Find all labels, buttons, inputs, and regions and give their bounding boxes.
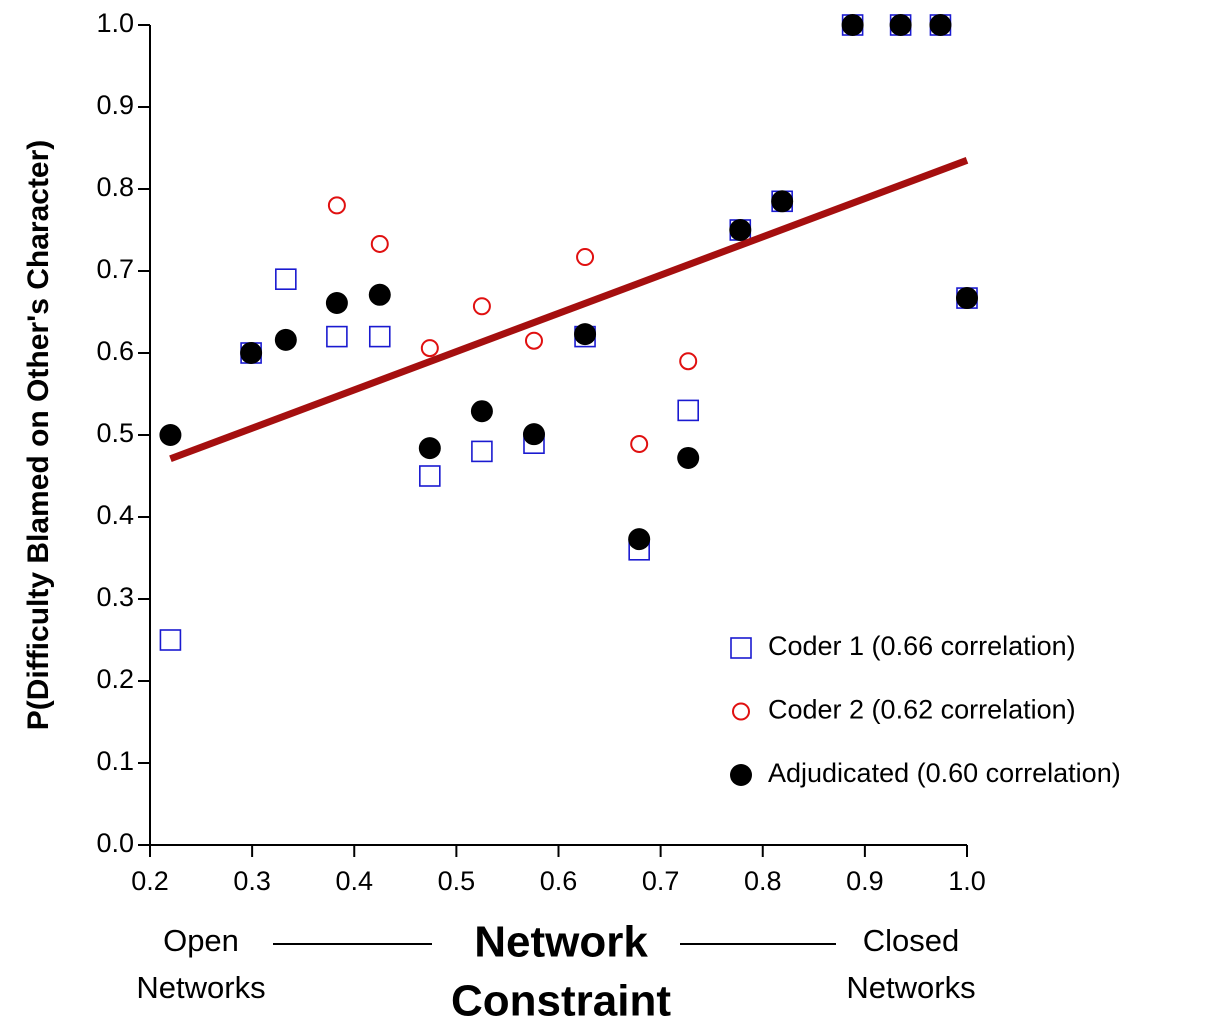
y-axis-label: P(Difficulty Blamed on Other's Character… [22,140,55,731]
point [956,287,978,310]
point [677,399,699,422]
point [420,339,439,358]
point [326,325,348,348]
point [574,323,597,346]
point [630,435,649,454]
point [159,424,182,446]
point [418,437,441,460]
point [522,423,545,446]
point [889,14,912,36]
y-tick-label: 0.3 [96,582,134,612]
legend-marker [732,702,750,721]
x-tick-label: 0.8 [744,866,782,896]
point [471,440,493,463]
point [729,219,752,241]
x-axis-label: Constraint [451,977,671,1026]
point [370,234,389,253]
x-axis-label: Network [474,918,648,967]
legend-marker [730,637,752,659]
x-tick-label: 0.5 [438,866,476,896]
y-tick-label: 1.0 [96,8,134,38]
point [841,14,864,36]
point [628,528,651,551]
legend-label: Adjudicated (0.60 correlation) [768,758,1121,788]
legend-label: Coder 2 (0.62 correlation) [768,695,1076,725]
point [929,14,952,36]
x-tick-label: 0.9 [846,866,884,896]
legend-label: Coder 1 (0.66 correlation) [768,631,1076,661]
point [368,325,391,348]
point [472,297,491,316]
y-tick-label: 0.9 [96,90,134,120]
y-tick-label: 0.7 [96,254,134,284]
point [771,190,794,213]
point [368,283,391,306]
closed-label: Networks [846,970,975,1005]
point [274,328,297,351]
point [679,352,698,371]
y-tick-label: 0.5 [96,418,134,448]
point [240,342,263,364]
x-tick-label: 0.7 [642,866,680,896]
point [419,465,441,487]
point [576,248,595,267]
y-tick-label: 0.1 [96,746,134,776]
point [677,446,700,469]
x-tick-label: 0.4 [335,866,373,896]
x-tick-label: 0.6 [540,866,578,896]
x-tick-label: 0.2 [131,866,169,896]
point [524,331,543,350]
point [327,196,346,215]
y-tick-label: 0.6 [96,336,134,366]
point [159,629,182,651]
closed-label: Closed [863,923,960,958]
x-tick-label: 1.0 [948,866,986,896]
x-tick-label: 0.3 [233,866,271,896]
open-label: Networks [136,970,265,1005]
point [275,268,297,291]
open-label: Open [163,923,239,958]
y-tick-label: 0.4 [96,500,134,530]
fit-line [169,157,969,463]
point [470,400,493,423]
legend-marker [730,764,752,786]
y-tick-label: 0.2 [96,664,134,694]
y-tick-label: 0.0 [96,828,134,858]
point [325,291,348,314]
y-tick-label: 0.8 [96,172,134,202]
